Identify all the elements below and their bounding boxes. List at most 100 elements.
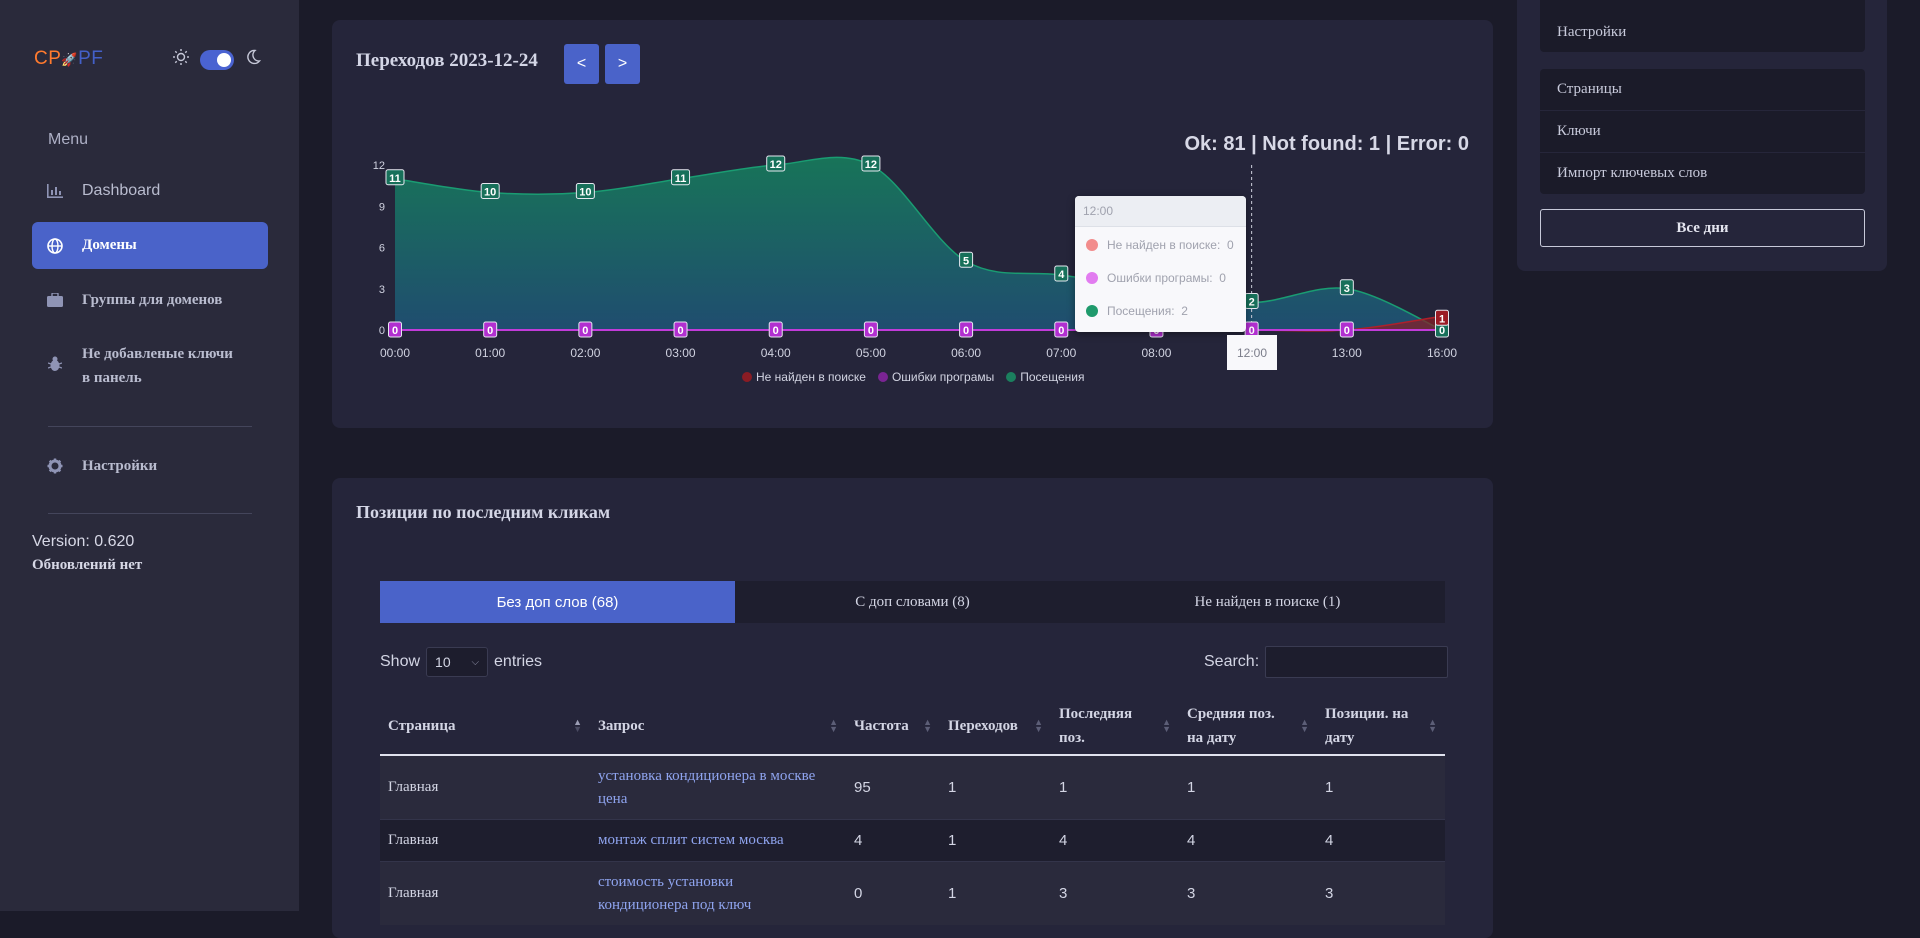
next-date-button[interactable]: > [605, 44, 640, 84]
column-header-frequency[interactable]: Частота ▲ ▼ [846, 698, 940, 756]
header-label: Переходов [948, 718, 1018, 734]
sidebar-divider [48, 426, 252, 427]
sidebar-item-label: Настройки [82, 457, 158, 474]
column-header-avg-position[interactable]: Средняя поз. на дату ▲ ▼ [1179, 698, 1317, 756]
cell-query-link[interactable]: монтаж сплит систем москва [590, 819, 846, 862]
not-found-data-label-box [1435, 309, 1449, 326]
visits-data-label: 0 [1439, 325, 1445, 337]
visits-data-label: 4 [1058, 269, 1065, 281]
x-axis-tooltip: 12:00 [1227, 335, 1277, 370]
cell-last-position: 3 [1051, 861, 1179, 925]
x-tick-label: 03:00 [666, 346, 696, 360]
cell-clicks: 1 [940, 755, 1051, 820]
header-label: Средняя поз. [1187, 706, 1275, 722]
sidebar-item-domain-groups[interactable]: Группы для доменов [32, 289, 268, 311]
moon-icon [244, 48, 262, 71]
errors-data-label: 0 [773, 325, 779, 337]
errors-data-label: 0 [1249, 325, 1255, 337]
not-found-data-label: 1 [1439, 313, 1445, 325]
sidebar-item-missing-keys[interactable]: Не добавленые ключи в панель [32, 342, 268, 390]
prev-date-button[interactable]: < [564, 44, 599, 84]
y-tick-label: 9 [379, 201, 385, 213]
header-label: поз. [1059, 730, 1085, 746]
legend-item[interactable]: Ошибки програмы [877, 370, 994, 384]
right-item-keys[interactable]: Ключи [1540, 111, 1865, 153]
cell-last-position: 1 [1051, 755, 1179, 820]
sidebar-item-settings[interactable]: Настройки [32, 455, 268, 477]
sort-icon: ▲ ▼ [1162, 717, 1171, 734]
visits-data-label-box [575, 183, 595, 199]
header-label: Страница [388, 718, 456, 734]
chevron-down-icon: ⌵ [471, 656, 480, 668]
tooltip-row: Ошибки програмы: 0 [1086, 271, 1226, 285]
right-item-settings[interactable]: Настройки [1557, 24, 1627, 40]
x-tick-label: 13:00 [1332, 346, 1362, 360]
legend-label: Не найден в поиске [756, 370, 866, 384]
tab-without-extra-words[interactable]: Без доп слов (68) [380, 581, 735, 623]
tab-with-extra-words[interactable]: С доп словами (8) [855, 593, 970, 610]
chart-tooltip: 12:00 Не найден в поиске: 0 Ошибки прогр… [1075, 196, 1246, 332]
cell-clicks: 1 [940, 819, 1051, 862]
column-header-query[interactable]: Запрос ▲ ▼ [590, 698, 846, 756]
theme-toggle[interactable] [200, 49, 234, 70]
logo[interactable]: CP🚀PF [34, 48, 103, 70]
query-line: монтаж сплит систем москва [598, 832, 784, 848]
errors-data-label-box [768, 321, 783, 338]
positions-tabs: Без доп слов (68) С доп словами (8) Не н… [380, 581, 1445, 623]
cell-frequency: 95 [846, 755, 940, 820]
cell-query-link[interactable]: стоимость установки кондиционера под ключ [590, 861, 846, 925]
x-tick-label: 06:00 [951, 346, 981, 360]
positions-title: Позиции по последним кликам [356, 502, 611, 522]
column-header-last-position[interactable]: Последняя поз. ▲ ▼ [1051, 698, 1179, 756]
visits-data-label: 10 [579, 187, 591, 199]
legend-item[interactable]: Посещения [1006, 370, 1084, 384]
cell-avg-position: 3 [1179, 861, 1317, 925]
entries-select[interactable]: 10 ⌵ [426, 647, 489, 677]
column-header-clicks[interactable]: Переходов ▲ ▼ [940, 698, 1051, 756]
visits-data-label: 12 [770, 159, 782, 171]
visits-data-label-box [959, 251, 974, 268]
visits-data-label-box [861, 155, 881, 172]
errors-data-label-box [1054, 321, 1069, 338]
search-label: Search: [1204, 653, 1260, 670]
all-days-button[interactable]: Все дни [1540, 209, 1865, 247]
sidebar-item-label: Домены [82, 237, 137, 253]
tooltip-value: 2 [1181, 304, 1188, 318]
x-tick-label: 16:00 [1427, 346, 1457, 360]
column-header-page[interactable]: Страница ▲ ▼ [380, 698, 590, 756]
label-line-2: в панель [82, 370, 142, 386]
x-tick-label: 07:00 [1046, 346, 1076, 360]
table-search: Search: [1204, 646, 1449, 678]
entries-value: 10 [435, 654, 451, 670]
legend-item[interactable]: Не найден в поиске [742, 370, 866, 384]
sort-icon: ▲ ▼ [829, 717, 838, 734]
cell-position-date: 4 [1317, 819, 1445, 862]
x-tick-label: 08:00 [1141, 346, 1171, 360]
cell-clicks: 1 [940, 861, 1051, 925]
errors-data-label: 0 [963, 325, 969, 337]
errors-data-label: 0 [582, 325, 588, 337]
sidebar-item-label: Dashboard [82, 182, 161, 199]
cell-avg-position: 1 [1179, 755, 1317, 820]
right-item-pages[interactable]: Страницы [1540, 69, 1865, 111]
sidebar-item-label: Группы для доменов [82, 291, 223, 308]
tab-not-found[interactable]: Не найден в поиске (1) [1194, 593, 1341, 610]
errors-data-label-box [388, 321, 402, 338]
tooltip-value: 0 [1219, 271, 1226, 285]
sidebar-item-domains[interactable]: Домены [32, 222, 268, 269]
cell-query-link[interactable]: установка кондиционера в москве цена [590, 755, 846, 820]
header-label: на дату [1187, 730, 1237, 746]
tooltip-label: Ошибки програмы: [1107, 271, 1213, 285]
entries-label: entries [494, 653, 543, 670]
right-item-import-keywords[interactable]: Импорт ключевых слов [1557, 165, 1708, 181]
x-tick-label: 04:00 [761, 346, 791, 360]
column-header-positions-date[interactable]: Позиции. на дату ▲ ▼ [1317, 698, 1445, 756]
y-tick-label: 3 [379, 284, 385, 296]
sort-icon: ▲ ▼ [1300, 717, 1309, 734]
chart-title: Переходов 2023-12-24 [356, 50, 538, 71]
header-label: дату [1325, 730, 1355, 746]
y-tick-label: 6 [379, 243, 385, 255]
search-input[interactable] [1265, 646, 1449, 678]
cell-page: Главная [380, 755, 590, 820]
sidebar-item-dashboard[interactable]: Dashboard [32, 180, 268, 202]
